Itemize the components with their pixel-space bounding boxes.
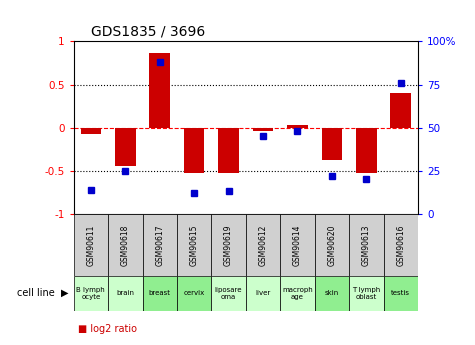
Bar [149,52,170,128]
Bar [177,214,211,276]
Bar [349,276,384,310]
Bar [184,128,204,172]
Text: GSM90619: GSM90619 [224,224,233,266]
Text: GSM90612: GSM90612 [258,224,267,266]
Text: liver: liver [256,290,271,296]
Bar [177,276,211,310]
Bar [81,128,101,134]
Bar [280,276,314,310]
Bar [349,214,384,276]
Text: GSM90617: GSM90617 [155,224,164,266]
Text: GSM90616: GSM90616 [396,224,405,266]
Text: GSM90613: GSM90613 [362,224,371,266]
Bar [314,214,349,276]
Bar [390,93,411,128]
Bar [356,128,377,173]
Bar [246,214,280,276]
Text: GSM90615: GSM90615 [190,224,199,266]
Bar [384,276,418,310]
Text: skin: skin [325,290,339,296]
Text: T lymph
oblast: T lymph oblast [352,287,380,300]
Bar [287,125,308,128]
Text: brain: brain [116,290,134,296]
Bar [211,214,246,276]
Bar [384,214,418,276]
Text: cell line  ▶: cell line ▶ [18,288,69,298]
Bar [280,214,314,276]
Bar [314,276,349,310]
Bar [142,276,177,310]
Bar [74,276,108,310]
Text: testis: testis [391,290,410,296]
Text: GSM90618: GSM90618 [121,224,130,266]
Text: B lymph
ocyte: B lymph ocyte [76,287,105,300]
Bar [142,214,177,276]
Text: GDS1835 / 3696: GDS1835 / 3696 [91,25,205,39]
Bar [108,276,142,310]
Bar [253,128,274,131]
Bar [211,276,246,310]
Text: GSM90614: GSM90614 [293,224,302,266]
Text: GSM90611: GSM90611 [86,224,95,266]
Text: macroph
age: macroph age [282,287,313,300]
Bar [108,214,142,276]
Text: ■ log2 ratio: ■ log2 ratio [78,324,137,334]
Bar [246,276,280,310]
Text: breast: breast [149,290,171,296]
Text: liposare
oma: liposare oma [215,287,242,300]
Bar [322,128,342,160]
Bar [218,128,239,172]
Bar [74,214,108,276]
Text: cervix: cervix [183,290,205,296]
Bar [115,128,136,166]
Text: GSM90620: GSM90620 [327,224,336,266]
